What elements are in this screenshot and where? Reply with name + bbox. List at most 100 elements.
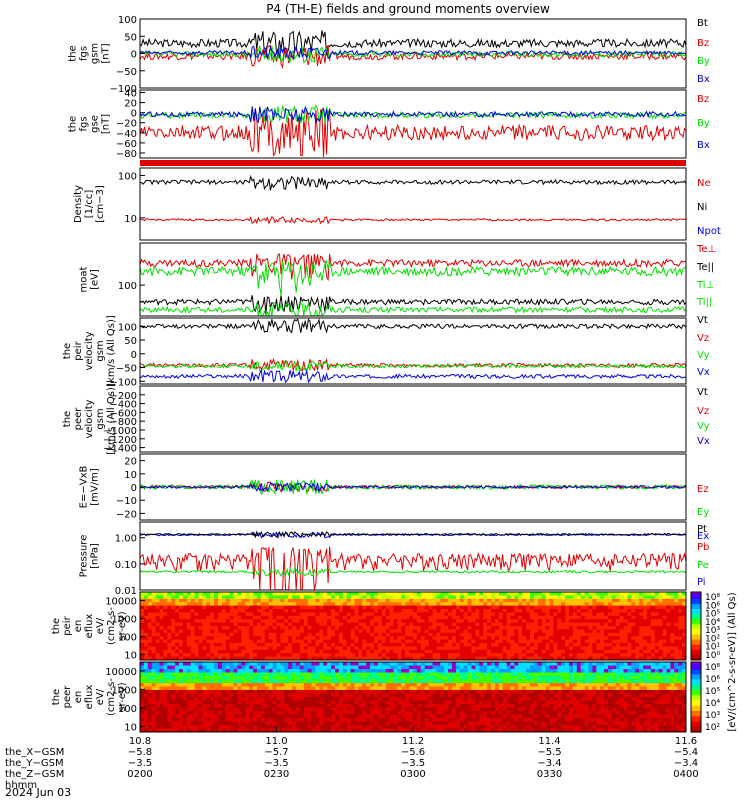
heatmap-cell (257, 728, 262, 733)
heatmap-cell (221, 721, 227, 726)
heatmap-cell (541, 639, 546, 644)
heatmap-cell (342, 672, 348, 677)
heatmap-cell (327, 656, 332, 661)
heatmap-cell (627, 639, 632, 644)
heatmap-cell (198, 619, 203, 623)
heatmap-cell (194, 626, 199, 630)
heatmap-cell (565, 643, 570, 647)
heatmap-cell (413, 605, 418, 610)
heatmap-cell (639, 636, 644, 640)
heatmap-cell (147, 728, 153, 733)
heatmap-cell (225, 711, 231, 715)
heatmap-cell (409, 718, 414, 722)
heatmap-cell (518, 690, 523, 694)
heatmap-cell (420, 672, 426, 677)
heatmap-cell (147, 649, 153, 654)
heatmap-cell (580, 602, 585, 606)
heatmap-cell (323, 725, 328, 729)
panel-frame (139, 167, 687, 241)
heatmap-cell (452, 686, 457, 691)
heatmap-cell (296, 707, 301, 712)
heatmap-cell (276, 711, 281, 715)
heatmap-cell (643, 636, 648, 640)
heatmap-cell (401, 656, 406, 661)
heatmap-cell (401, 653, 406, 657)
heatmap-cell (541, 619, 546, 623)
heatmap-cell (159, 662, 164, 666)
heatmap-cell (463, 602, 468, 606)
heatmap-cell (608, 636, 613, 640)
heatmap-cell (311, 595, 316, 600)
heatmap-cell (409, 595, 414, 600)
heatmap-cell (405, 598, 410, 603)
heatmap-cell (448, 609, 453, 613)
heatmap-cell (354, 728, 359, 733)
heatmap-cell (662, 632, 667, 637)
heatmap-cell (374, 653, 379, 657)
heatmap-cell (218, 646, 223, 651)
heatmap-cell (467, 656, 472, 661)
heatmap-cell (284, 686, 289, 691)
heatmap-cell (514, 612, 519, 617)
heatmap-cell (335, 626, 340, 630)
heatmap-cell (257, 690, 262, 694)
heatmap-cell (572, 629, 578, 634)
heatmap-cell (323, 669, 328, 673)
heatmap-cell (506, 615, 511, 620)
heatmap-cell (218, 643, 223, 647)
heatmap-cell (202, 721, 207, 726)
heatmap-cell (487, 725, 492, 729)
heatmap-cell (346, 676, 351, 680)
heatmap-cell (518, 632, 523, 637)
heatmap-cell (241, 676, 246, 680)
heatmap-cell (206, 619, 211, 623)
figure-title: P4 (TH-E) fields and ground moments over… (266, 2, 550, 16)
heatmap-cell (346, 595, 351, 600)
heatmap-cell (358, 619, 363, 623)
heatmap-cell (182, 718, 188, 722)
y-axis-label-line: the (62, 411, 73, 427)
heatmap-cell (413, 595, 418, 600)
heatmap-cell (350, 728, 355, 733)
heatmap-cell (319, 707, 324, 712)
heatmap-cell (436, 721, 441, 726)
heatmap-cell (229, 679, 234, 684)
heatmap-cell (467, 649, 472, 654)
heatmap-cell (346, 602, 351, 606)
heatmap-cell (432, 649, 437, 654)
heatmap-cell (436, 683, 441, 687)
heatmap-cell (377, 649, 383, 654)
heatmap-cell (533, 636, 539, 640)
heatmap-cell (604, 612, 609, 617)
heatmap-cell (175, 626, 180, 630)
heatmap-cell (276, 605, 281, 610)
heatmap-cell (229, 728, 234, 733)
heatmap-cell (459, 669, 465, 673)
heatmap-cell (179, 609, 184, 613)
heatmap-cell (459, 711, 465, 715)
heatmap-cell (307, 704, 312, 708)
heatmap-cell (190, 700, 195, 705)
heatmap-cell (370, 646, 375, 651)
heatmap-cell (374, 686, 379, 691)
heatmap-cell (385, 646, 390, 651)
heatmap-cell (221, 711, 227, 715)
heatmap-cell (514, 711, 519, 715)
heatmap-cell (377, 629, 383, 634)
heatmap-cell (175, 676, 180, 680)
heatmap-cell (541, 653, 546, 657)
heatmap-cell (623, 615, 628, 620)
heatmap-cell (276, 683, 281, 687)
heatmap-cell (292, 725, 297, 729)
y-axis-label-line: fgs (79, 116, 90, 131)
heatmap-cell (245, 656, 250, 661)
heatmap-cell (584, 605, 589, 610)
heatmap-cell (459, 632, 465, 637)
heatmap-cell (405, 704, 410, 708)
heatmap-cell (253, 609, 258, 613)
heatmap-cell (491, 697, 496, 701)
heatmap-cell (190, 609, 195, 613)
heatmap-cell (190, 602, 195, 606)
y-axis-label-line: velocity (84, 331, 95, 370)
